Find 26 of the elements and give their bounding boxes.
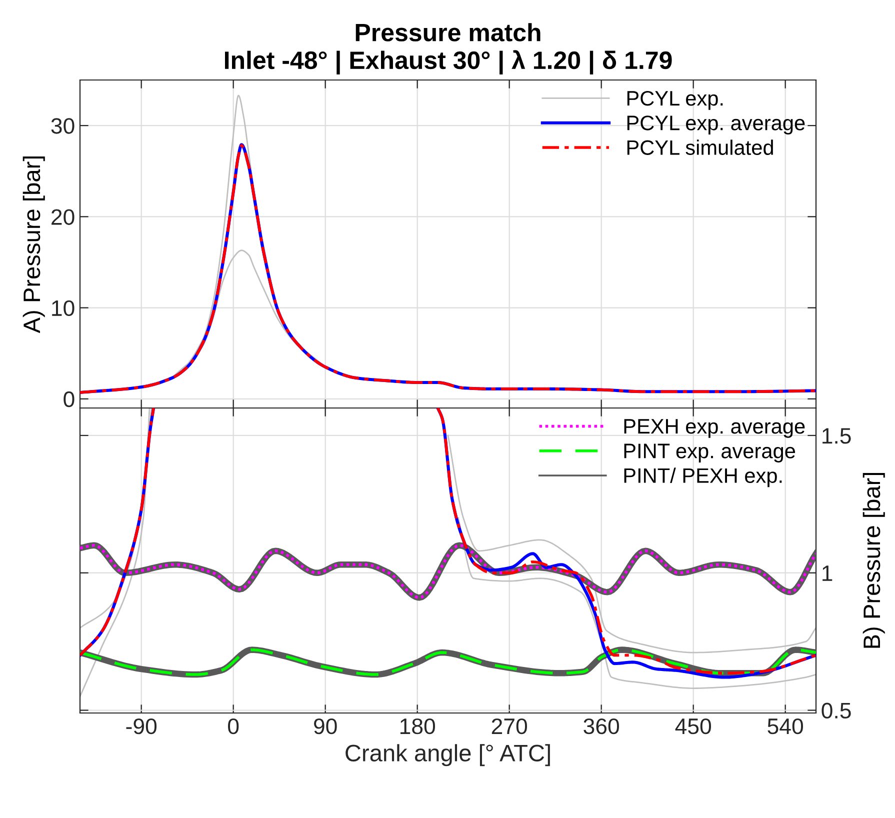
y2-tick-label: 1.5 [822,428,851,444]
y-tick-label: 10 [52,300,74,316]
x-tick-label: 0 [228,718,239,734]
chart-title: Pressure match [356,23,540,42]
legend-label: PEXH exp. average [624,419,805,438]
y-axis-title: A) Pressure [bar] [22,156,45,334]
x-tick-label: 360 [584,718,620,734]
x-tick-label: 540 [768,718,804,734]
x-tick-label: 180 [400,718,436,734]
legend-label: PCYL exp. [627,90,723,110]
x-tick-label: -90 [126,718,157,734]
legend-label: PCYL simulated [627,140,773,155]
y-tick-label: 30 [51,118,74,134]
y2-tick-label: 0.5 [822,702,851,719]
legend-label: PINT/ PEXH exp. [624,468,782,488]
legend-label: PCYL exp. average [627,116,805,134]
x-tick-label: 450 [675,718,712,734]
y2-tick-label: 1 [822,566,832,581]
x-tick-label: 90 [314,718,337,734]
chart-subtitle: Inlet -48° | Exhaust 30° | λ 1.20 | δ 1.79 [224,50,672,74]
legend-label: PINT exp. average [624,444,796,462]
x-tick-label: 270 [492,718,528,734]
x-axis-title: Crank angle [° ATC] [346,744,550,766]
y-tick-label: 0 [64,391,74,408]
y2-axis-title: B) Pressure [bar] [862,472,885,648]
y-tick-label: 20 [52,209,74,225]
